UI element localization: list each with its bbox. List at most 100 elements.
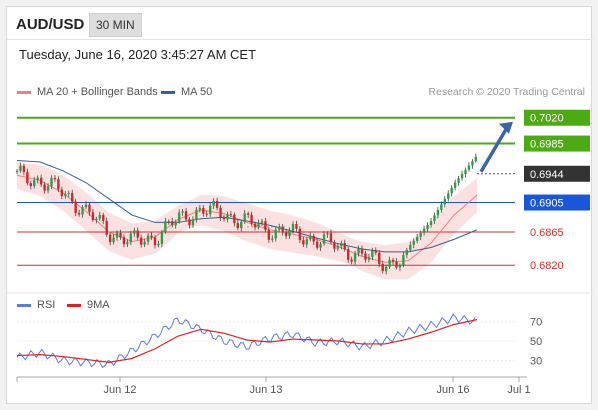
candle-body xyxy=(226,214,229,220)
candle-body xyxy=(350,259,353,262)
candle-body xyxy=(15,170,19,172)
candle-body xyxy=(136,230,139,238)
projection-arrowhead xyxy=(499,121,513,134)
candle-body xyxy=(177,212,181,222)
candle-body xyxy=(374,250,377,253)
candle-body xyxy=(443,198,446,205)
candle-body xyxy=(108,234,112,243)
candle-body xyxy=(336,246,340,249)
candle-body xyxy=(464,169,467,175)
projection-arrow xyxy=(479,126,509,173)
candle-body xyxy=(405,249,409,255)
candle-body xyxy=(81,207,84,215)
candle-body xyxy=(281,226,284,233)
candle-body xyxy=(122,237,126,245)
candle-body xyxy=(436,209,440,216)
ma50-label: MA 50 xyxy=(181,86,213,98)
candle-body xyxy=(340,242,343,247)
candle-body xyxy=(322,234,326,244)
level-tag-0.6944 xyxy=(524,165,590,182)
timeframe-button[interactable]: 30 MIN xyxy=(89,13,142,37)
candle-body xyxy=(295,224,298,229)
candle-body xyxy=(236,223,239,229)
price-chart[interactable]: 0.7020 0.6985 0.6944 0.6905 0.6865 0.6820 70 50… xyxy=(7,7,593,405)
candle-body xyxy=(181,211,184,213)
level-label-0.6820: 0.6820 xyxy=(530,260,564,272)
candle-body xyxy=(333,242,336,249)
legend-ma50[interactable]: MA 50 xyxy=(161,86,212,98)
candle-body xyxy=(160,231,164,244)
candle-body xyxy=(167,221,170,223)
candle-body xyxy=(39,177,43,185)
candle-body xyxy=(378,252,381,264)
candle-body xyxy=(416,236,419,241)
candle-body xyxy=(409,244,412,250)
candle-body xyxy=(64,194,67,197)
candle-body xyxy=(26,171,29,184)
level-label-0.6985: 0.6985 xyxy=(530,139,564,151)
candle-body xyxy=(433,215,436,221)
ma20-swatch xyxy=(17,90,31,94)
candle-body xyxy=(19,165,22,171)
candle-body xyxy=(188,219,191,226)
candle-body xyxy=(460,174,464,179)
candle-body xyxy=(229,214,233,216)
candle-body xyxy=(195,209,198,220)
candle-body xyxy=(381,263,384,272)
candle-body xyxy=(288,230,291,237)
candle-body xyxy=(450,187,453,194)
legend-9ma[interactable]: 9MA xyxy=(67,299,110,311)
candle-body xyxy=(146,235,150,242)
candle-body xyxy=(326,233,329,235)
candle-body xyxy=(319,243,322,248)
candle-body xyxy=(164,221,167,232)
candle-body xyxy=(364,253,367,260)
candle-body xyxy=(391,259,395,262)
candle-body xyxy=(74,201,77,213)
candle-body xyxy=(222,217,226,220)
candle-body xyxy=(250,214,253,224)
candle-body xyxy=(264,221,267,230)
research-credit: Research © 2020 Trading Central xyxy=(428,86,585,98)
legend-ma20[interactable]: MA 20 + Bollinger Bands xyxy=(17,86,158,98)
candle-body xyxy=(33,180,36,187)
candle-body xyxy=(402,254,405,266)
level-tag-0.6985 xyxy=(524,135,590,152)
candle-body xyxy=(447,193,450,199)
candle-body xyxy=(212,200,215,206)
candle-body xyxy=(174,221,177,226)
candle-body xyxy=(343,242,346,250)
symbol-title: AUD/USD xyxy=(16,16,85,33)
header-divider xyxy=(7,39,593,40)
candle-body xyxy=(284,232,288,237)
candle-body xyxy=(315,241,319,248)
legend-rsi[interactable]: RSI xyxy=(17,299,55,311)
ma50-swatch xyxy=(161,90,175,94)
candle-body xyxy=(347,249,350,260)
candle-body xyxy=(419,232,422,237)
candle-body xyxy=(302,240,305,245)
candle-body xyxy=(77,212,81,215)
candle-body xyxy=(471,161,474,166)
candle-body xyxy=(71,193,74,202)
candle-body xyxy=(371,250,374,258)
candle-body xyxy=(53,178,57,180)
candle-body xyxy=(119,232,122,238)
candle-body xyxy=(153,237,157,246)
candle-body xyxy=(219,207,222,218)
9ma-swatch xyxy=(67,303,81,307)
candle-body xyxy=(209,205,212,215)
candle-body xyxy=(260,221,264,223)
chart-header: AUD/USD 30 MIN xyxy=(7,7,593,39)
9ma-label: 9MA xyxy=(87,299,110,311)
level-label-0.7020: 0.7020 xyxy=(530,113,564,125)
candle-body xyxy=(388,259,391,267)
candle-body xyxy=(271,238,274,240)
candle-body xyxy=(57,179,60,190)
candle-body xyxy=(395,261,398,268)
candle-body xyxy=(67,193,70,195)
rsi-ma-line xyxy=(16,319,478,363)
x-tick-label: Jul 1 xyxy=(507,384,530,396)
rsi-tick-label: 30 xyxy=(530,355,542,367)
candle-body xyxy=(233,214,236,224)
